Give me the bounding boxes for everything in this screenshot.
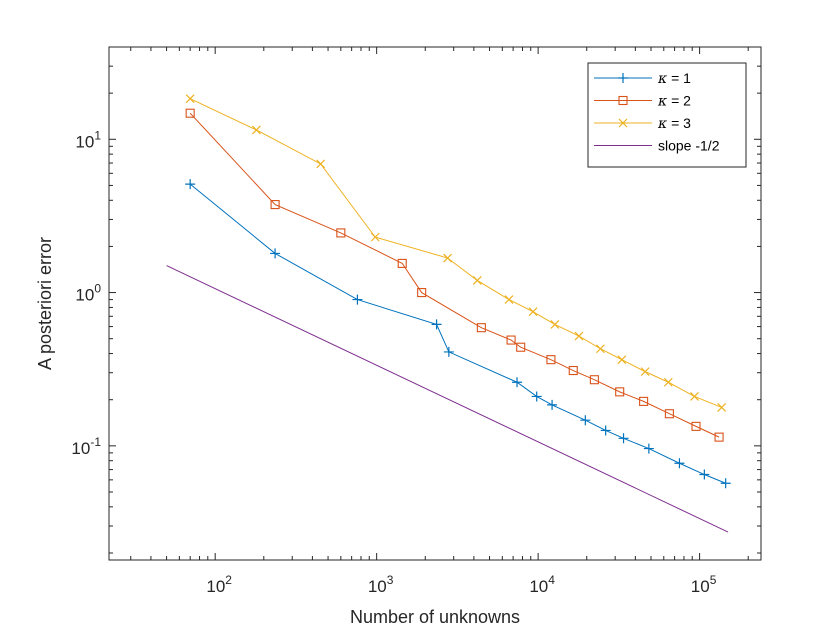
data-point — [691, 421, 701, 431]
data-point — [574, 331, 584, 341]
legend-box — [587, 62, 747, 168]
data-point — [185, 108, 195, 118]
data-point — [546, 355, 556, 365]
legend-item: κ = 3 — [594, 115, 691, 132]
legend-item: slope -1/2 — [594, 138, 720, 154]
data-point — [431, 319, 442, 330]
data-point — [663, 377, 673, 387]
y-axis-title: A posteriori error — [35, 237, 55, 370]
data-point — [512, 377, 523, 388]
data-point — [370, 232, 380, 242]
data-point — [443, 346, 454, 357]
data-point — [476, 323, 486, 333]
y-tick-label: 101 — [75, 128, 101, 151]
data-point — [528, 307, 538, 317]
data-point — [336, 228, 346, 238]
data-point — [714, 432, 724, 442]
legend-label: κ = 2 — [657, 93, 691, 110]
data-point — [664, 409, 674, 419]
data-point — [417, 288, 427, 298]
data-point — [617, 355, 627, 365]
series-2 — [185, 108, 724, 442]
legend-marker — [618, 73, 628, 83]
data-point — [640, 367, 650, 377]
y-tick-label: 10-1 — [71, 435, 101, 458]
data-point — [580, 415, 591, 426]
series-4 — [166, 265, 729, 533]
legend-marker — [618, 95, 628, 106]
data-point — [720, 478, 731, 489]
x-axis-title: Number of unknowns — [350, 607, 520, 627]
data-point — [185, 94, 195, 104]
legend-item: κ = 2 — [594, 93, 691, 110]
x-tick-label: 105 — [691, 573, 717, 596]
data-point — [547, 399, 558, 410]
data-point — [615, 387, 625, 397]
data-point — [595, 344, 605, 354]
x-tick-label: 102 — [206, 573, 232, 596]
data-point — [531, 391, 542, 402]
data-point — [717, 403, 727, 412]
legend-label: slope -1/2 — [658, 138, 720, 154]
data-point — [270, 248, 281, 259]
x-tick-label: 104 — [529, 573, 555, 596]
legend-label: κ = 3 — [657, 115, 691, 132]
data-point — [600, 425, 611, 436]
series-line — [189, 98, 722, 408]
legend: κ = 1 κ = 2 κ = 3 slope -1/2 — [587, 62, 747, 168]
data-point — [699, 469, 710, 480]
data-point — [643, 443, 654, 454]
x-tick-label: 103 — [368, 573, 394, 596]
data-point — [639, 396, 649, 406]
series-3 — [185, 94, 727, 412]
data-point — [674, 458, 685, 469]
series-layer — [166, 94, 731, 533]
data-point — [550, 319, 560, 329]
y-tick-label: 100 — [75, 282, 101, 305]
data-point — [472, 276, 482, 285]
data-point — [568, 365, 578, 376]
data-point — [316, 159, 326, 169]
series-1 — [185, 179, 731, 489]
legend-marker — [618, 118, 628, 128]
data-point — [618, 433, 629, 444]
data-point — [506, 335, 516, 345]
legend-label: κ = 1 — [657, 70, 691, 87]
data-point — [185, 179, 196, 190]
data-point — [397, 258, 407, 268]
data-point — [589, 375, 599, 385]
data-point — [270, 200, 280, 210]
axis-ticks: 102 103 104 105 10-1 100 101 — [71, 46, 761, 596]
series-line — [166, 265, 729, 533]
legend-item: κ = 1 — [594, 70, 691, 87]
series-line — [189, 112, 720, 438]
data-point — [352, 294, 363, 305]
data-point — [443, 253, 453, 263]
data-point — [690, 392, 699, 401]
data-point — [251, 125, 261, 135]
data-point — [504, 295, 514, 305]
data-point — [516, 342, 526, 352]
